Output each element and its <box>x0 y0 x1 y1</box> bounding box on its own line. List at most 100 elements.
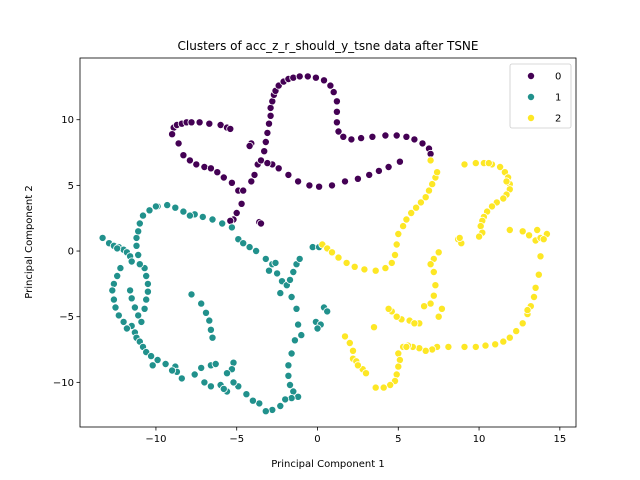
x-tick-label: 10 <box>473 434 486 445</box>
point-series-1-44 <box>145 206 154 215</box>
point-series-1-68 <box>276 289 285 298</box>
point-series-1-26 <box>126 286 135 295</box>
point-series-0-48 <box>319 76 328 85</box>
point-series-2-80 <box>531 283 540 292</box>
point-series-2-97 <box>371 383 380 392</box>
point-series-1-75 <box>284 361 293 370</box>
points-layer <box>98 72 551 416</box>
point-series-2-11 <box>392 240 401 249</box>
point-series-1-39 <box>132 241 141 250</box>
point-series-0-44 <box>289 73 298 82</box>
point-series-0-73 <box>315 182 324 191</box>
point-series-0-63 <box>418 139 427 148</box>
point-series-1-81 <box>281 395 290 404</box>
point-series-1-46 <box>163 201 172 210</box>
point-series-1-15 <box>119 317 128 326</box>
point-series-2-28 <box>496 162 505 171</box>
point-series-2-96 <box>379 383 388 392</box>
point-series-0-21 <box>239 186 248 195</box>
point-series-0-72 <box>327 181 336 190</box>
point-series-0-77 <box>274 164 283 173</box>
point-series-0-74 <box>305 181 314 190</box>
point-series-0-61 <box>402 132 411 141</box>
point-series-2-66 <box>437 304 446 313</box>
point-series-2-34 <box>499 194 508 203</box>
point-series-1-57 <box>261 254 270 263</box>
point-series-0-45 <box>295 72 304 81</box>
x-tick-label: 5 <box>395 434 401 445</box>
point-series-2-57 <box>431 281 440 290</box>
point-series-2-2 <box>327 248 336 257</box>
point-series-2-10 <box>390 250 399 259</box>
point-series-2-82 <box>536 252 545 261</box>
point-series-0-10 <box>168 130 177 139</box>
point-series-2-105 <box>353 361 362 370</box>
point-series-1-86 <box>248 396 257 405</box>
point-series-0-81 <box>245 141 254 150</box>
point-series-2-75 <box>512 327 521 336</box>
point-series-1-105 <box>208 333 217 342</box>
point-series-1-119 <box>245 243 254 252</box>
point-series-2-14 <box>402 215 411 224</box>
point-series-1-40 <box>132 233 141 242</box>
point-series-1-31 <box>140 304 149 313</box>
point-series-1-7 <box>127 257 136 266</box>
point-series-0-66 <box>395 157 404 166</box>
point-series-0-16 <box>206 164 215 173</box>
point-series-1-122 <box>122 324 131 333</box>
point-series-1-23 <box>153 355 162 364</box>
point-series-1-24 <box>161 359 170 368</box>
point-series-2-106 <box>369 323 378 332</box>
point-series-0-28 <box>250 170 259 179</box>
point-series-2-50 <box>533 225 542 234</box>
point-series-0-18 <box>219 173 228 182</box>
point-series-1-118 <box>185 211 194 220</box>
point-series-0-34 <box>263 128 272 137</box>
point-series-1-117 <box>151 202 160 211</box>
point-series-2-19 <box>424 186 433 195</box>
point-series-2-4 <box>342 258 351 267</box>
point-series-1-51 <box>208 215 217 224</box>
point-series-1-14 <box>114 311 123 320</box>
point-series-0-17 <box>213 168 222 177</box>
point-series-2-74 <box>505 333 514 342</box>
point-series-1-0 <box>98 233 107 242</box>
point-series-2-40 <box>476 222 485 231</box>
point-series-1-52 <box>218 219 227 228</box>
point-series-1-30 <box>137 317 146 326</box>
point-series-2-20 <box>428 180 437 189</box>
point-series-2-68 <box>444 342 453 351</box>
point-series-1-38 <box>134 250 143 259</box>
point-series-1-94 <box>197 363 206 372</box>
point-series-0-57 <box>357 134 366 143</box>
point-series-2-60 <box>420 302 429 311</box>
point-series-1-10 <box>109 279 118 288</box>
point-series-2-99 <box>345 338 354 347</box>
legend-marker-2 <box>527 114 536 123</box>
point-series-1-47 <box>171 203 180 212</box>
point-series-2-58 <box>429 291 438 300</box>
point-series-1-63 <box>289 267 298 276</box>
point-series-2-81 <box>534 270 543 279</box>
point-series-1-76 <box>284 371 293 380</box>
point-series-1-13 <box>111 303 120 312</box>
point-series-1-82 <box>276 401 285 410</box>
y-tick-label: −5 <box>59 312 74 323</box>
point-series-1-102 <box>201 308 210 317</box>
point-series-2-76 <box>518 319 527 328</box>
point-series-1-59 <box>273 269 282 278</box>
y-tick-label: 0 <box>68 247 74 258</box>
point-series-0-62 <box>410 135 419 144</box>
point-series-1-50 <box>198 212 207 221</box>
point-series-1-89 <box>229 378 238 387</box>
point-series-1-84 <box>261 407 270 416</box>
point-series-1-106 <box>229 358 238 367</box>
point-series-2-12 <box>394 229 403 238</box>
point-series-1-33 <box>143 287 152 296</box>
legend-marker-0 <box>527 72 536 81</box>
point-series-1-9 <box>113 271 122 280</box>
point-series-0-71 <box>340 177 349 186</box>
point-series-2-91 <box>395 355 404 364</box>
point-series-1-71 <box>294 320 303 329</box>
legend: 0 1 2 <box>509 63 572 129</box>
